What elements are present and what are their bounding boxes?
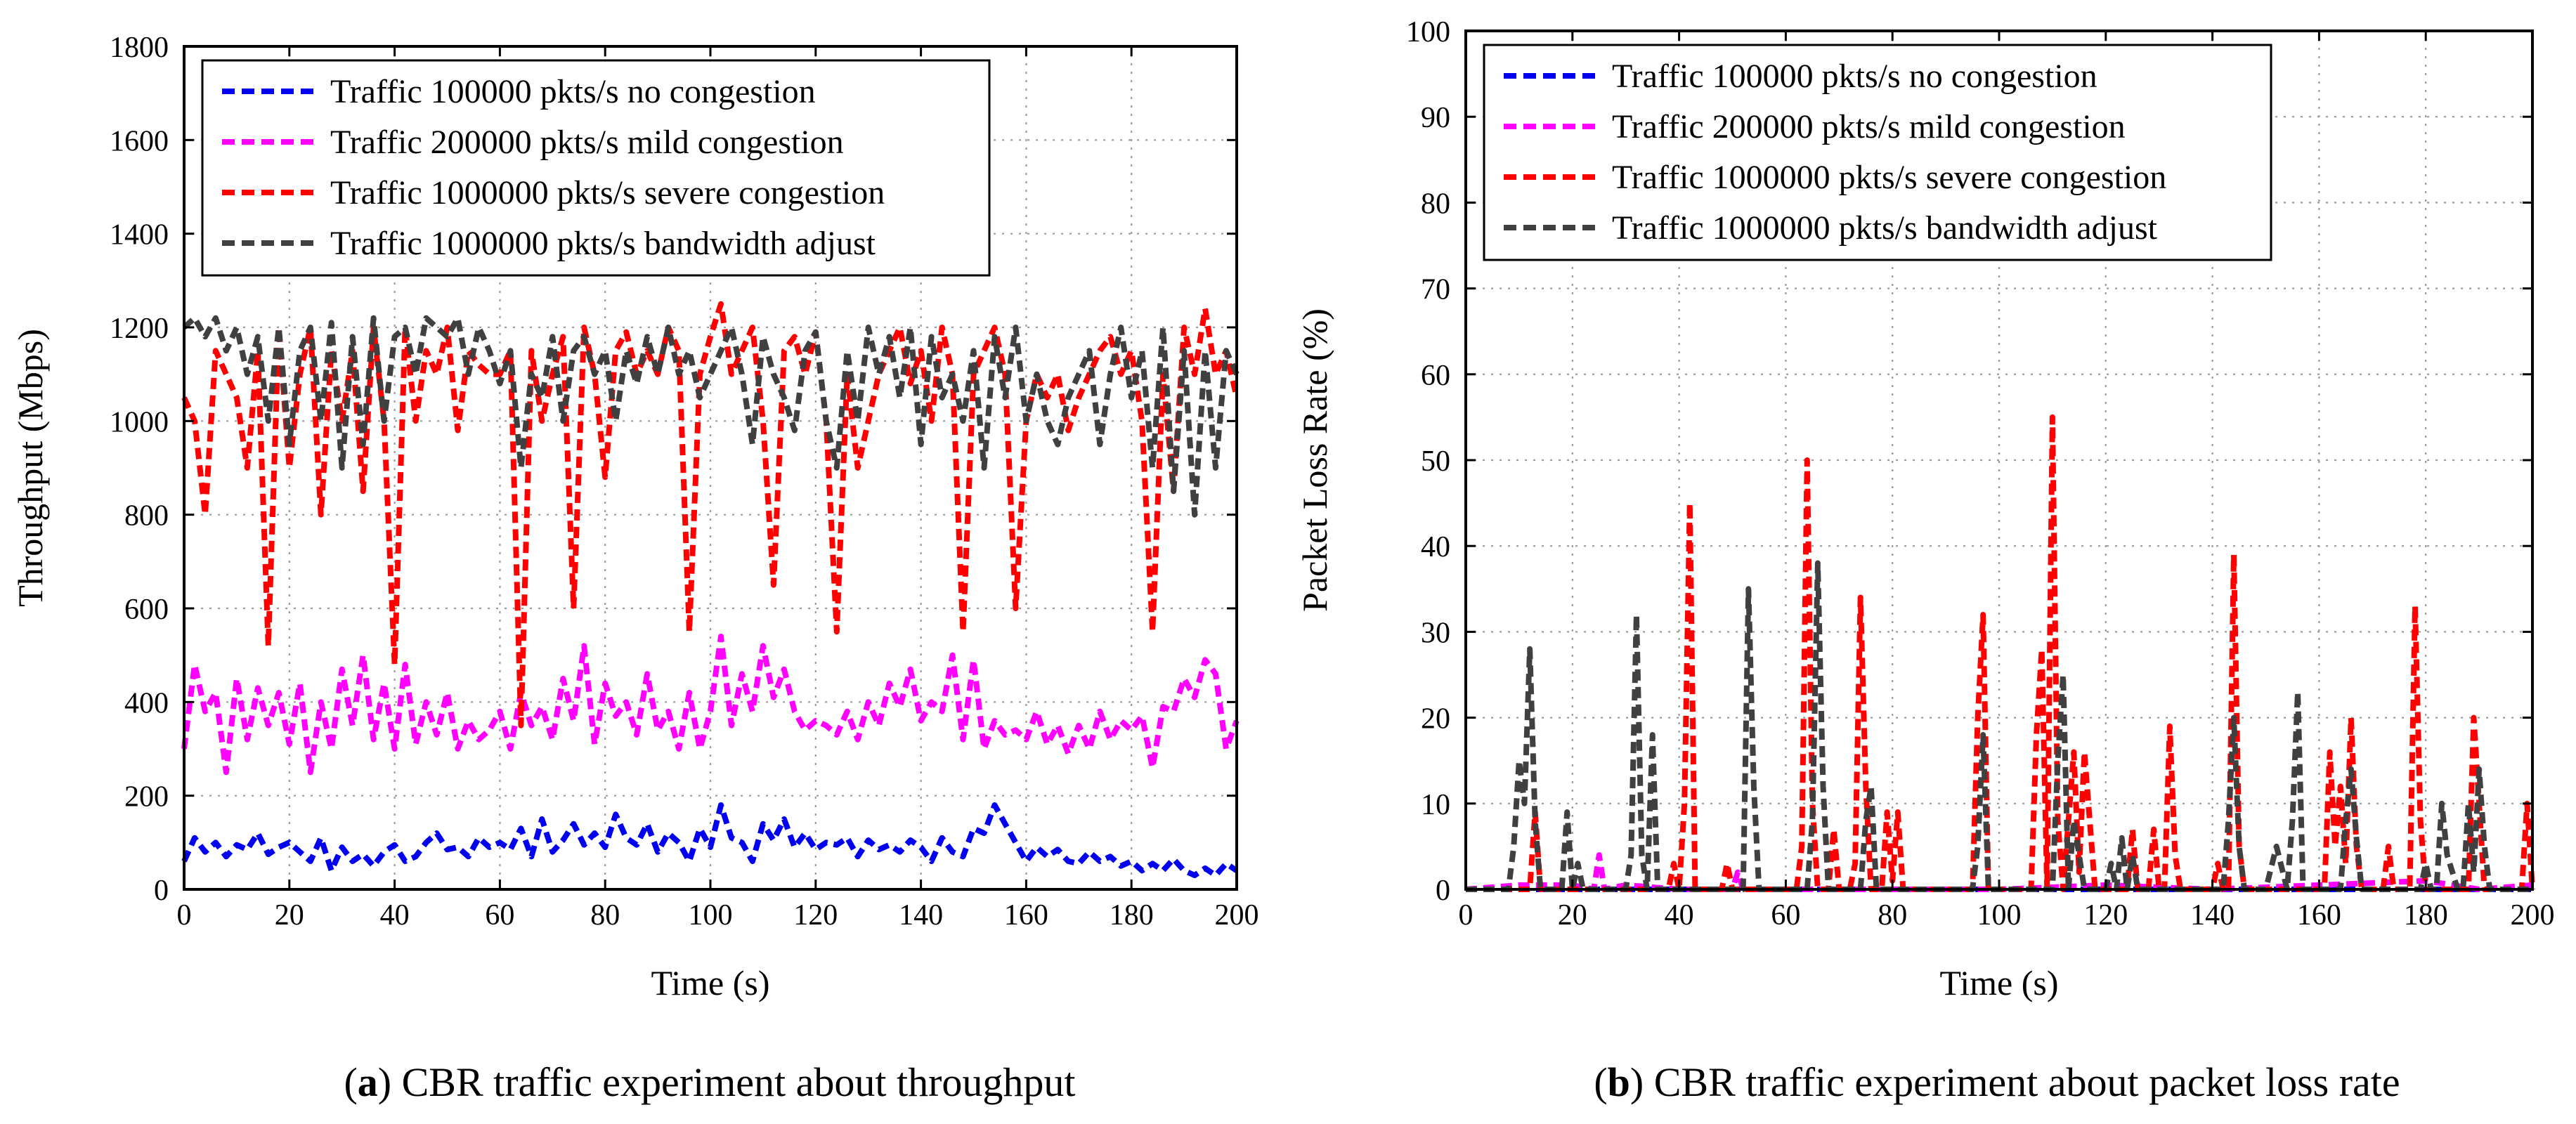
y-tick-label: 80 (1421, 188, 1450, 220)
panel-b-packet-loss-chart: 0 20 40 60 80 100 120 140 160 180 200 0 10 20 30 40 50 60… (1295, 16, 2555, 1105)
y-tick-label: 0 (1436, 875, 1450, 907)
x-tick-label: 120 (2083, 899, 2128, 932)
x-tick-label: 60 (1771, 899, 1800, 932)
caption-paren-open: ( (344, 1059, 357, 1105)
y-tick-label: 1800 (110, 32, 169, 64)
legend-label-4: Traffic 1000000 pkts/s bandwidth adjust (330, 225, 876, 262)
y-axis-title: Packet Loss Rate (%) (1295, 308, 1334, 612)
caption-text: CBR traffic experiment about packet loss… (1654, 1059, 2400, 1105)
x-tick-label: 80 (590, 899, 620, 932)
x-tick-label: 180 (1110, 899, 1154, 932)
x-tick-label: 80 (1878, 899, 1907, 932)
y-tick-label: 1200 (110, 313, 169, 345)
legend-label-1: Traffic 100000 pkts/s no congestion (1612, 58, 2097, 95)
x-tick-label: 0 (177, 899, 192, 932)
caption-paren-open: ( (1594, 1059, 1607, 1105)
caption-paren-close: ) (1630, 1059, 1654, 1105)
y-tick-label: 90 (1421, 102, 1450, 134)
legend: Traffic 100000 pkts/s no congestion Traff… (1483, 44, 2272, 261)
series-line-3 (181, 301, 1240, 728)
y-tick-label: 1600 (110, 125, 169, 157)
x-axis-title: Time (s) (1939, 963, 2058, 1002)
y-tick-label: 40 (1421, 531, 1450, 563)
series-line-2 (1465, 852, 2533, 892)
y-tick-label: 20 (1421, 703, 1450, 736)
y-tick-label: 50 (1421, 445, 1450, 478)
caption-text: CBR traffic experiment about throughput (402, 1059, 1076, 1105)
x-tick-label: 20 (275, 899, 304, 932)
legend-box (1483, 44, 2272, 261)
series-line-2 (181, 634, 1240, 776)
x-tick-label: 200 (2511, 899, 2555, 932)
x-tick-label: 100 (1977, 899, 2022, 932)
series-line-3 (1466, 414, 2535, 892)
legend-label-1: Traffic 100000 pkts/s no congestion (330, 73, 816, 110)
figure-caption: (b) CBR traffic experiment about packet … (1594, 1059, 2400, 1105)
x-tick-label: 120 (793, 899, 838, 932)
caption-letter: b (1608, 1059, 1630, 1105)
y-tick-label: 1400 (110, 219, 169, 251)
caption-paren-close: ) (378, 1059, 402, 1105)
series-line-4 (182, 315, 1240, 518)
y-tick-label: 70 (1421, 274, 1450, 306)
x-tick-label: 200 (1215, 899, 1259, 932)
x-tick-label: 160 (2297, 899, 2341, 932)
y-tick-label: 100 (1406, 16, 1450, 48)
panel-a-throughput-chart: 0 20 40 60 80 100 120 140 160 180 200 0 200 400 600 800… (11, 32, 1259, 1105)
legend-label-3: Traffic 1000000 pkts/s severe congestion (1612, 159, 2166, 196)
caption-letter: a (358, 1059, 378, 1105)
y-tick-label: 800 (124, 500, 169, 532)
legend-label-2: Traffic 200000 pkts/s mild congestion (330, 124, 844, 161)
legend-label-4: Traffic 1000000 pkts/s bandwidth adjust (1612, 209, 2158, 247)
legend-label-3: Traffic 1000000 pkts/s severe congestion (330, 174, 885, 211)
y-tick-label: 60 (1421, 360, 1450, 392)
x-tick-label: 60 (485, 899, 514, 932)
x-tick-label: 0 (1459, 899, 1474, 932)
x-tick-label: 100 (689, 899, 733, 932)
x-tick-label: 140 (2190, 899, 2235, 932)
y-tick-label: 10 (1421, 789, 1450, 821)
x-axis-title: Time (s) (651, 963, 769, 1002)
series-line-1 (181, 802, 1239, 878)
x-tick-label: 40 (380, 899, 410, 932)
y-tick-label: 200 (124, 781, 169, 813)
x-tick-label: 160 (1004, 899, 1048, 932)
y-tick-label: 30 (1421, 617, 1450, 649)
x-tick-label: 180 (2404, 899, 2448, 932)
y-tick-label: 600 (124, 594, 169, 626)
y-tick-label: 0 (154, 875, 169, 907)
x-tick-label: 40 (1665, 899, 1694, 932)
figure-caption: (a) CBR traffic experiment about through… (344, 1059, 1075, 1105)
legend-label-2: Traffic 200000 pkts/s mild congestion (1612, 108, 2126, 145)
legend-box (201, 59, 991, 277)
y-tick-label: 400 (124, 687, 169, 719)
x-tick-label: 20 (1558, 899, 1587, 932)
legend: Traffic 100000 pkts/s no congestion Traff… (201, 59, 991, 277)
y-tick-label: 1000 (110, 406, 169, 438)
x-tick-label: 140 (899, 899, 943, 932)
y-axis-title: Throughput (Mbps) (11, 329, 50, 607)
